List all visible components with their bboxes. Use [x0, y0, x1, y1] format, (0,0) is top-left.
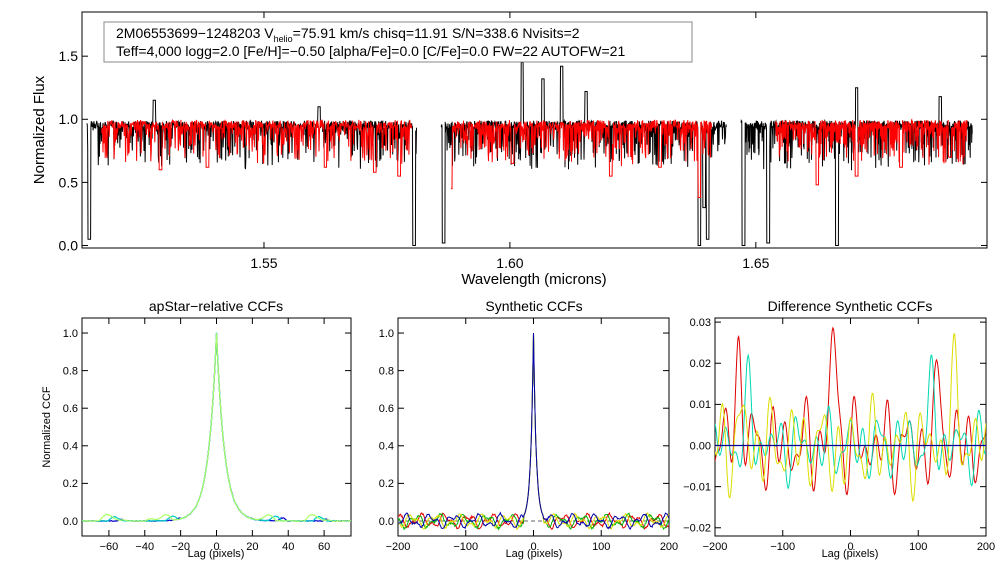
- synthetic-ccf-ytick-label: 0.4: [379, 441, 394, 453]
- difference-ccf-panel: Difference Synthetic CCFs −200 −100 0 100 20…: [683, 298, 995, 560]
- apstar-ccf-xtick-label: −20: [171, 541, 190, 553]
- synthetic-ccf-xtick-label: −200: [386, 541, 411, 553]
- spectrum-synthetic-line: [101, 118, 412, 177]
- info-line-2: Teff=4,000 logg=2.0 [Fe/H]=−0.50 [alpha/…: [116, 43, 625, 59]
- spectrum-xlabel: Wavelength (microns): [461, 271, 606, 288]
- difference-ccf-ytick-label: 0.02: [690, 358, 711, 370]
- spectrum-xtick-label: 1.60: [496, 255, 523, 271]
- difference-ccf-line: [715, 333, 986, 503]
- info-line-1-subscript: helio: [274, 34, 293, 44]
- apstar-ccf-xtick-label: 60: [318, 541, 330, 553]
- difference-ccf-ytick-label: 0.03: [690, 317, 711, 329]
- spectrum-observed-line: [740, 87, 973, 246]
- apstar-ccf-ytick-label: 1.0: [63, 328, 78, 340]
- spectrum-ytick-label: 1.5: [59, 48, 79, 64]
- synthetic-ccf-line: [398, 332, 669, 530]
- info-line-1-suffix: =75.91 km/s chisq=11.91 S/N=338.6 Nvisit…: [293, 25, 580, 41]
- apstar-ccf-line: [82, 333, 351, 523]
- spectrum-synthetic-line: [775, 118, 968, 186]
- apstar-ccf-ytick-label: 0.0: [63, 516, 78, 528]
- apstar-ccf-ytick-label: 0.8: [63, 365, 78, 377]
- spectrum-synthetic-line: [450, 119, 713, 198]
- apstar-ccf-line: [82, 333, 351, 523]
- spectrum-ytick-label: 1.0: [59, 111, 79, 127]
- apstar-ccf-ytick-label: 0.6: [63, 403, 78, 415]
- spectrum-xtick-label: 1.65: [742, 255, 769, 271]
- apstar-ccf-series: [82, 332, 351, 523]
- synthetic-ccf-ytick-label: 1.0: [379, 328, 394, 340]
- difference-ccf-ytick-label: −0.01: [683, 481, 711, 493]
- apstar-ccf-ylabel: Normalized CCF: [41, 386, 53, 468]
- spectrum-ytick-label: 0.0: [59, 237, 79, 253]
- apstar-ccf-xtick-label: −60: [100, 541, 119, 553]
- difference-ccf-xtick-label: 100: [909, 541, 927, 553]
- difference-ccf-ytick-label: 0.01: [690, 399, 711, 411]
- spectrum-ylabel: Normalized Flux: [31, 75, 48, 184]
- apstar-ccf-xlabel: Lag (pixels): [188, 548, 245, 560]
- apstar-ccf-ticks: −60 −40 −20 0 20 40 60 0.0 0.2 0.4 0.6 0.8 1.0: [63, 318, 351, 553]
- difference-ccf-xlabel: Lag (pixels): [822, 548, 879, 560]
- synthetic-ccf-xtick-label: 100: [592, 541, 610, 553]
- synthetic-ccf-xlabel: Lag (pixels): [506, 548, 563, 560]
- apstar-ccf-line: [82, 332, 351, 523]
- apstar-ccf-xtick-label: 0: [213, 541, 219, 553]
- apstar-ccf-xtick-label: 40: [282, 541, 294, 553]
- synthetic-ccf-ticks: −200 −100 0 100 200 0.0 0.2 0.4 0.6 0.8 1.0: [379, 318, 678, 553]
- apstar-ccf-panel: apStar−relative CCFs −60 −40 −20 0 20 40 60 0.0…: [41, 298, 352, 560]
- apstar-ccf-xtick-label: 20: [246, 541, 258, 553]
- apstar-ccf-xtick-label: −40: [135, 541, 154, 553]
- difference-ccf-line: [715, 353, 986, 490]
- synthetic-ccf-xtick-label: 0: [530, 541, 536, 553]
- spectrum-panel: 1.55 1.60 1.65 0.0 0.5 1.0 1.5 2M06553699−1248…: [31, 11, 988, 288]
- spectrum-frame: [81, 11, 988, 249]
- difference-ccf-xtick-label: 200: [977, 541, 995, 553]
- spectrum-xtick-label: 1.55: [250, 255, 277, 271]
- apstar-ccf-title: apStar−relative CCFs: [149, 298, 283, 314]
- synthetic-ccf-ytick-label: 0.0: [379, 516, 394, 528]
- difference-ccf-series: [715, 326, 986, 503]
- spectrum-observed-line: [440, 62, 727, 246]
- difference-ccf-ticks: −200 −100 0 100 200 −0.02 −0.01 0.00 0.01 0.02 0.0…: [683, 317, 995, 553]
- info-line-1: 2M06553699−1248203 Vhelio=75.91 km/s chi…: [116, 25, 580, 44]
- synthetic-ccf-xtick-label: 200: [660, 541, 678, 553]
- spectrum-ytick-label: 0.5: [59, 174, 79, 190]
- synthetic-ccf-series: [398, 332, 669, 531]
- difference-ccf-frame: [714, 317, 987, 537]
- apstar-ccf-frame: [81, 317, 352, 537]
- synthetic-ccf-title: Synthetic CCFs: [485, 298, 582, 314]
- difference-ccf-ytick-label: −0.02: [683, 523, 711, 535]
- synthetic-ccf-ytick-label: 0.6: [379, 403, 394, 415]
- info-line-1-prefix: 2M06553699−1248203 V: [116, 25, 274, 41]
- spectrum-info-box: 2M06553699−1248203 Vhelio=75.91 km/s chi…: [103, 21, 693, 63]
- difference-ccf-xtick-label: 0: [847, 541, 853, 553]
- spectrum-ticks: 1.55 1.60 1.65 0.0 0.5 1.0 1.5: [59, 12, 987, 271]
- apstar-ccf-ytick-label: 0.4: [63, 441, 78, 453]
- apstar-ccf-ytick-label: 0.2: [63, 478, 78, 490]
- synthetic-ccf-ytick-label: 0.8: [379, 365, 394, 377]
- difference-ccf-title: Difference Synthetic CCFs: [768, 298, 933, 314]
- synthetic-ccf-xtick-label: −100: [453, 541, 478, 553]
- synthetic-ccf-ytick-label: 0.2: [379, 478, 394, 490]
- difference-ccf-xtick-label: −100: [770, 541, 795, 553]
- synthetic-ccf-panel: Synthetic CCFs −200 −100 0 100 200 0.0 0.2 0.4 0…: [379, 298, 678, 560]
- difference-ccf-ytick-label: 0.00: [690, 440, 711, 452]
- spectrum-series: [86, 62, 973, 246]
- info-box-frame: [103, 21, 693, 63]
- difference-ccf-xtick-label: −200: [703, 541, 728, 553]
